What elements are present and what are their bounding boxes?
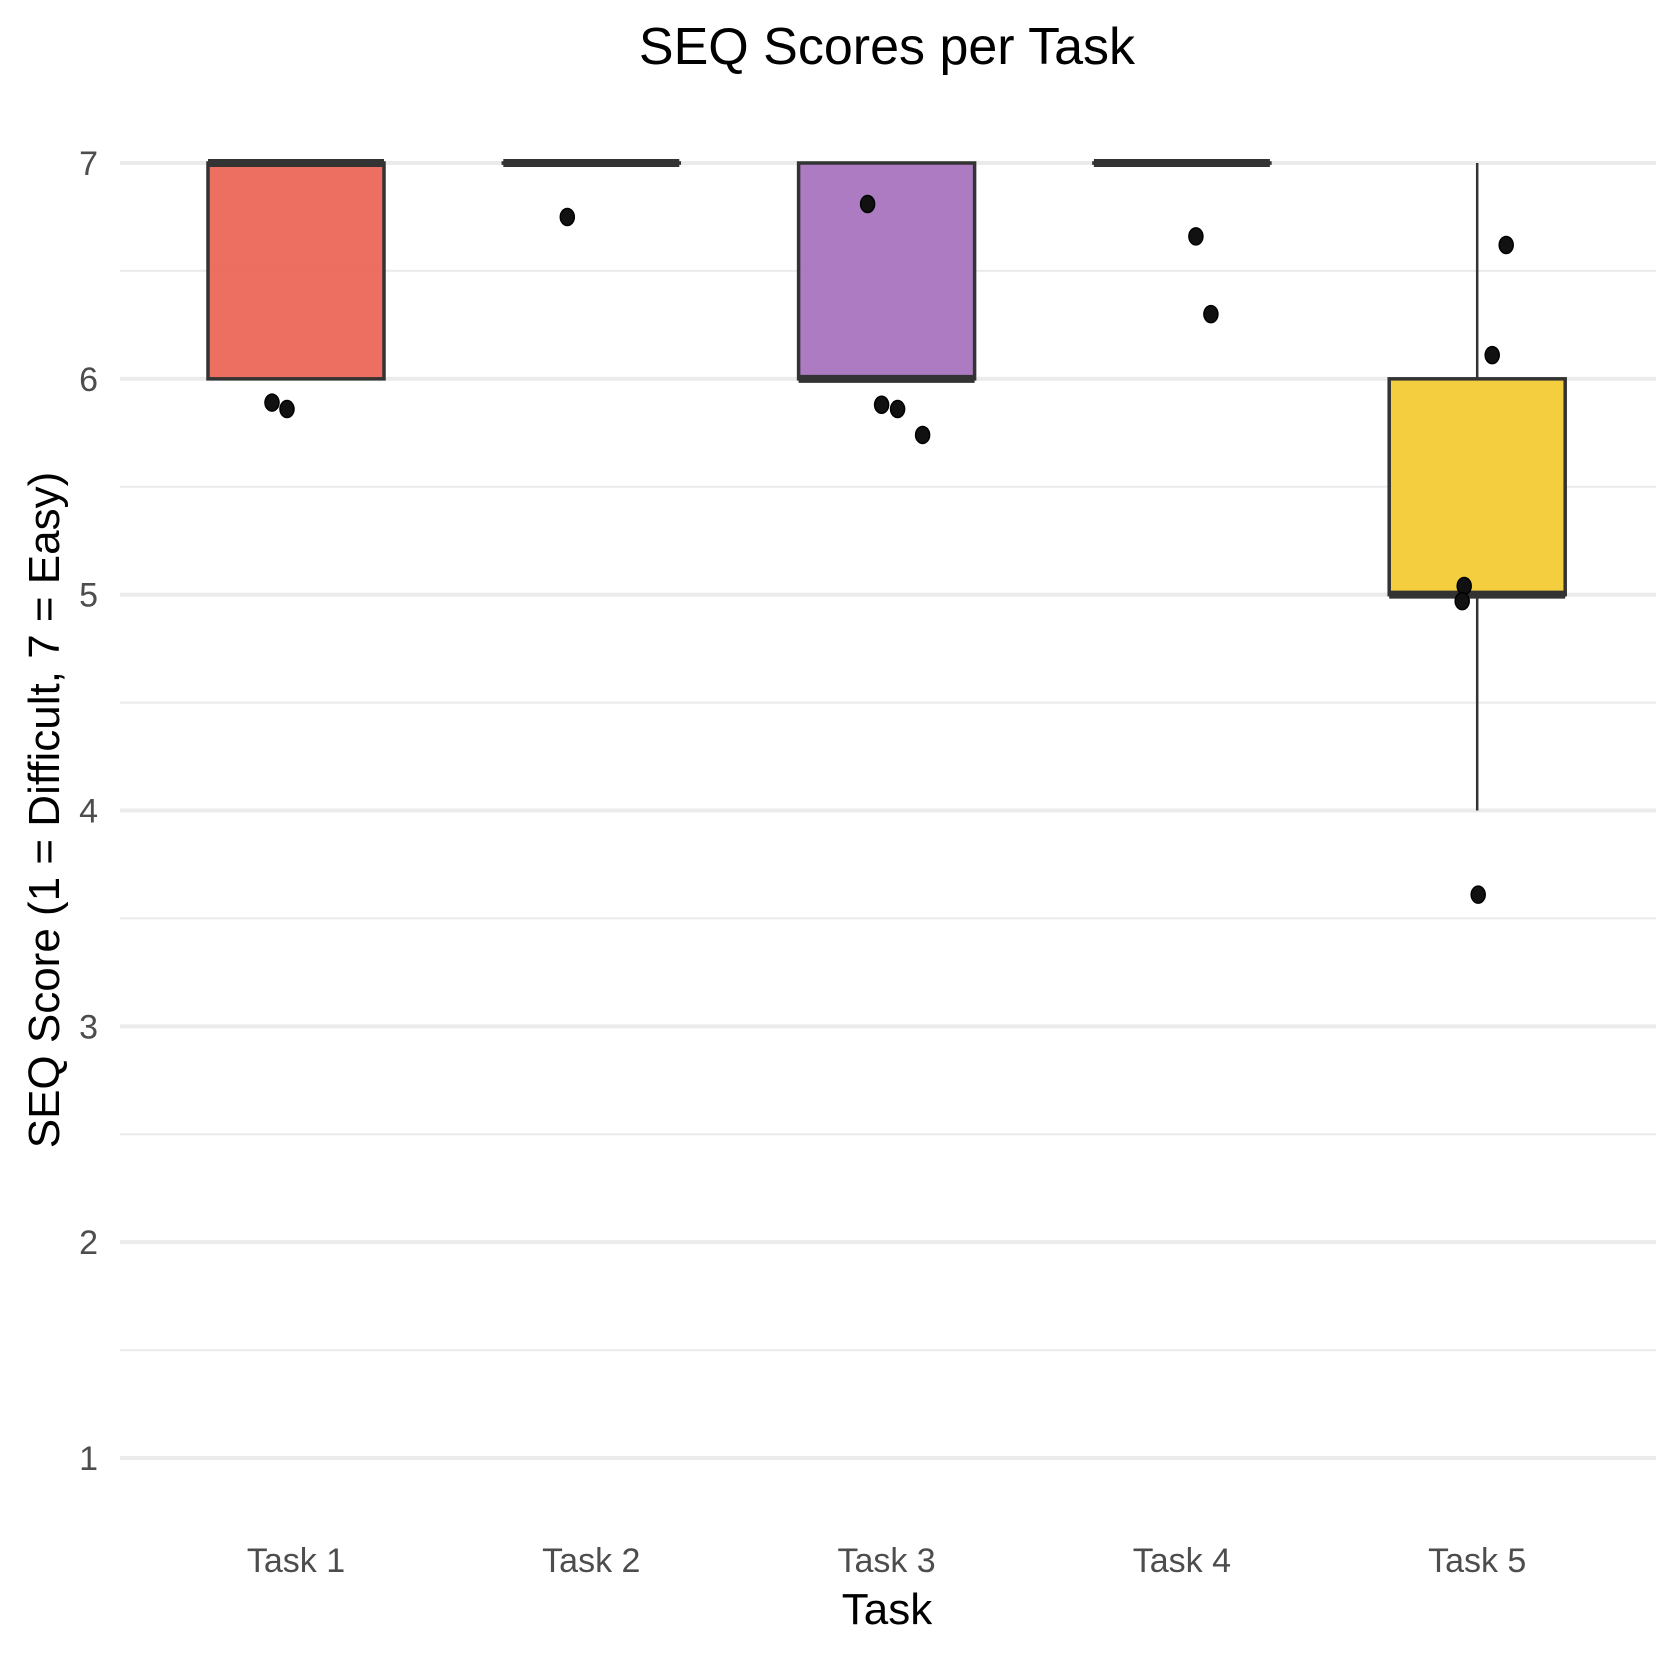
y-tick-label: 2 [79, 1224, 98, 1262]
data-point [1470, 885, 1486, 904]
data-point [559, 207, 576, 227]
x-tick-label: Task 4 [1133, 1542, 1231, 1580]
x-tick-label: Task 2 [542, 1542, 640, 1580]
x-tick-label: Task 5 [1428, 1542, 1526, 1580]
data-point [264, 393, 280, 412]
x-axis-title: Task [842, 1585, 933, 1634]
y-tick-labels: 1 2 3 4 5 6 7 [79, 145, 98, 1478]
chart-title: SEQ Scores per Task [639, 18, 1136, 76]
boxes [206, 159, 1567, 811]
data-point [1498, 235, 1514, 255]
data-point [1203, 304, 1219, 324]
data-point [889, 399, 906, 419]
data-point [1484, 345, 1500, 365]
box [796, 161, 977, 381]
points [264, 194, 1514, 904]
x-tick-labels: Task 1 Task 2 Task 3 Task 4 Task 5 [247, 1542, 1526, 1580]
y-tick-label: 5 [79, 577, 98, 615]
y-tick-label: 4 [79, 793, 98, 831]
data-point [873, 395, 890, 414]
box [206, 161, 386, 381]
data-point [914, 425, 931, 445]
data-point [1454, 591, 1470, 611]
y-tick-label: 6 [79, 361, 98, 399]
x-tick-label: Task 1 [247, 1542, 345, 1580]
y-axis-title: SEQ Score (1 = Difficult, 7 = Easy) [20, 472, 69, 1149]
y-tick-label: 1 [79, 1440, 98, 1478]
data-point [1188, 227, 1204, 246]
x-tick-label: Task 3 [837, 1542, 935, 1580]
y-tick-label: 7 [79, 145, 98, 183]
data-point [1456, 576, 1472, 596]
box [1387, 377, 1567, 597]
data-point [859, 194, 876, 214]
data-point [279, 399, 295, 419]
y-tick-label: 3 [79, 1008, 98, 1046]
